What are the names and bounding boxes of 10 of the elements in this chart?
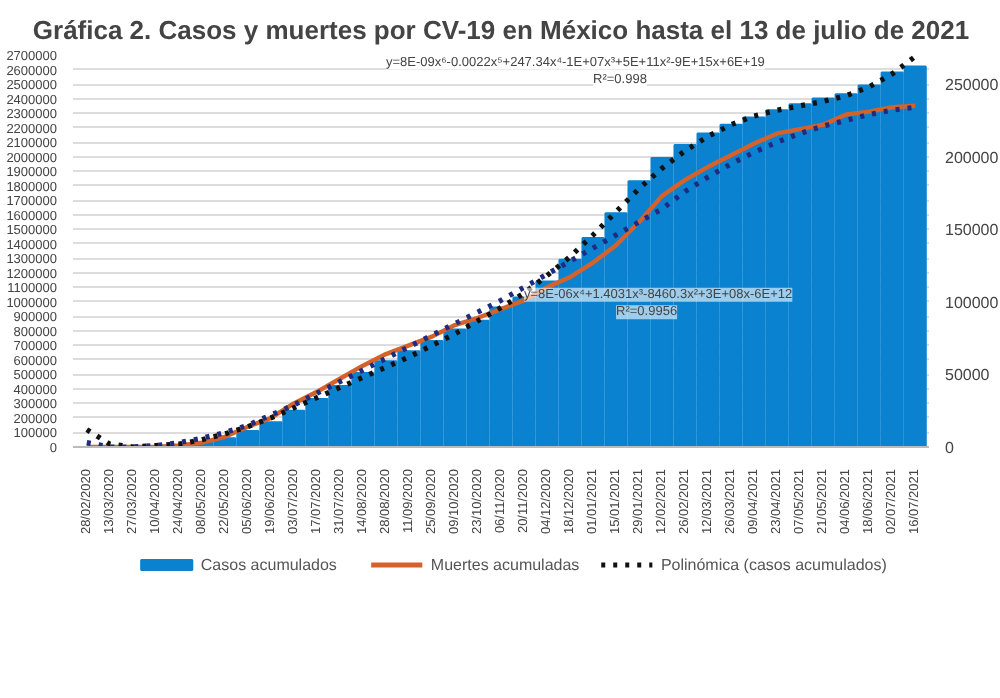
chart-title: Gráfica 2. Casos y muertes por CV-19 en México hasta el 13 de julio de 2021 bbox=[32, 15, 970, 45]
y2-tick-label: 100000 bbox=[945, 293, 1000, 312]
y2-tick-label: 150000 bbox=[945, 221, 1000, 240]
y2-tick-label: 250000 bbox=[945, 76, 1000, 95]
legend-label: Muertes acumuladas bbox=[430, 556, 580, 574]
y2-tick-label: 200000 bbox=[945, 148, 1000, 167]
y2-tick-label: 50000 bbox=[945, 366, 991, 385]
legend-label: Casos acumulados bbox=[200, 556, 337, 574]
legend-label: Polinómica (casos acumulados) bbox=[660, 556, 888, 574]
y2-tick-label: 0 bbox=[945, 439, 955, 457]
